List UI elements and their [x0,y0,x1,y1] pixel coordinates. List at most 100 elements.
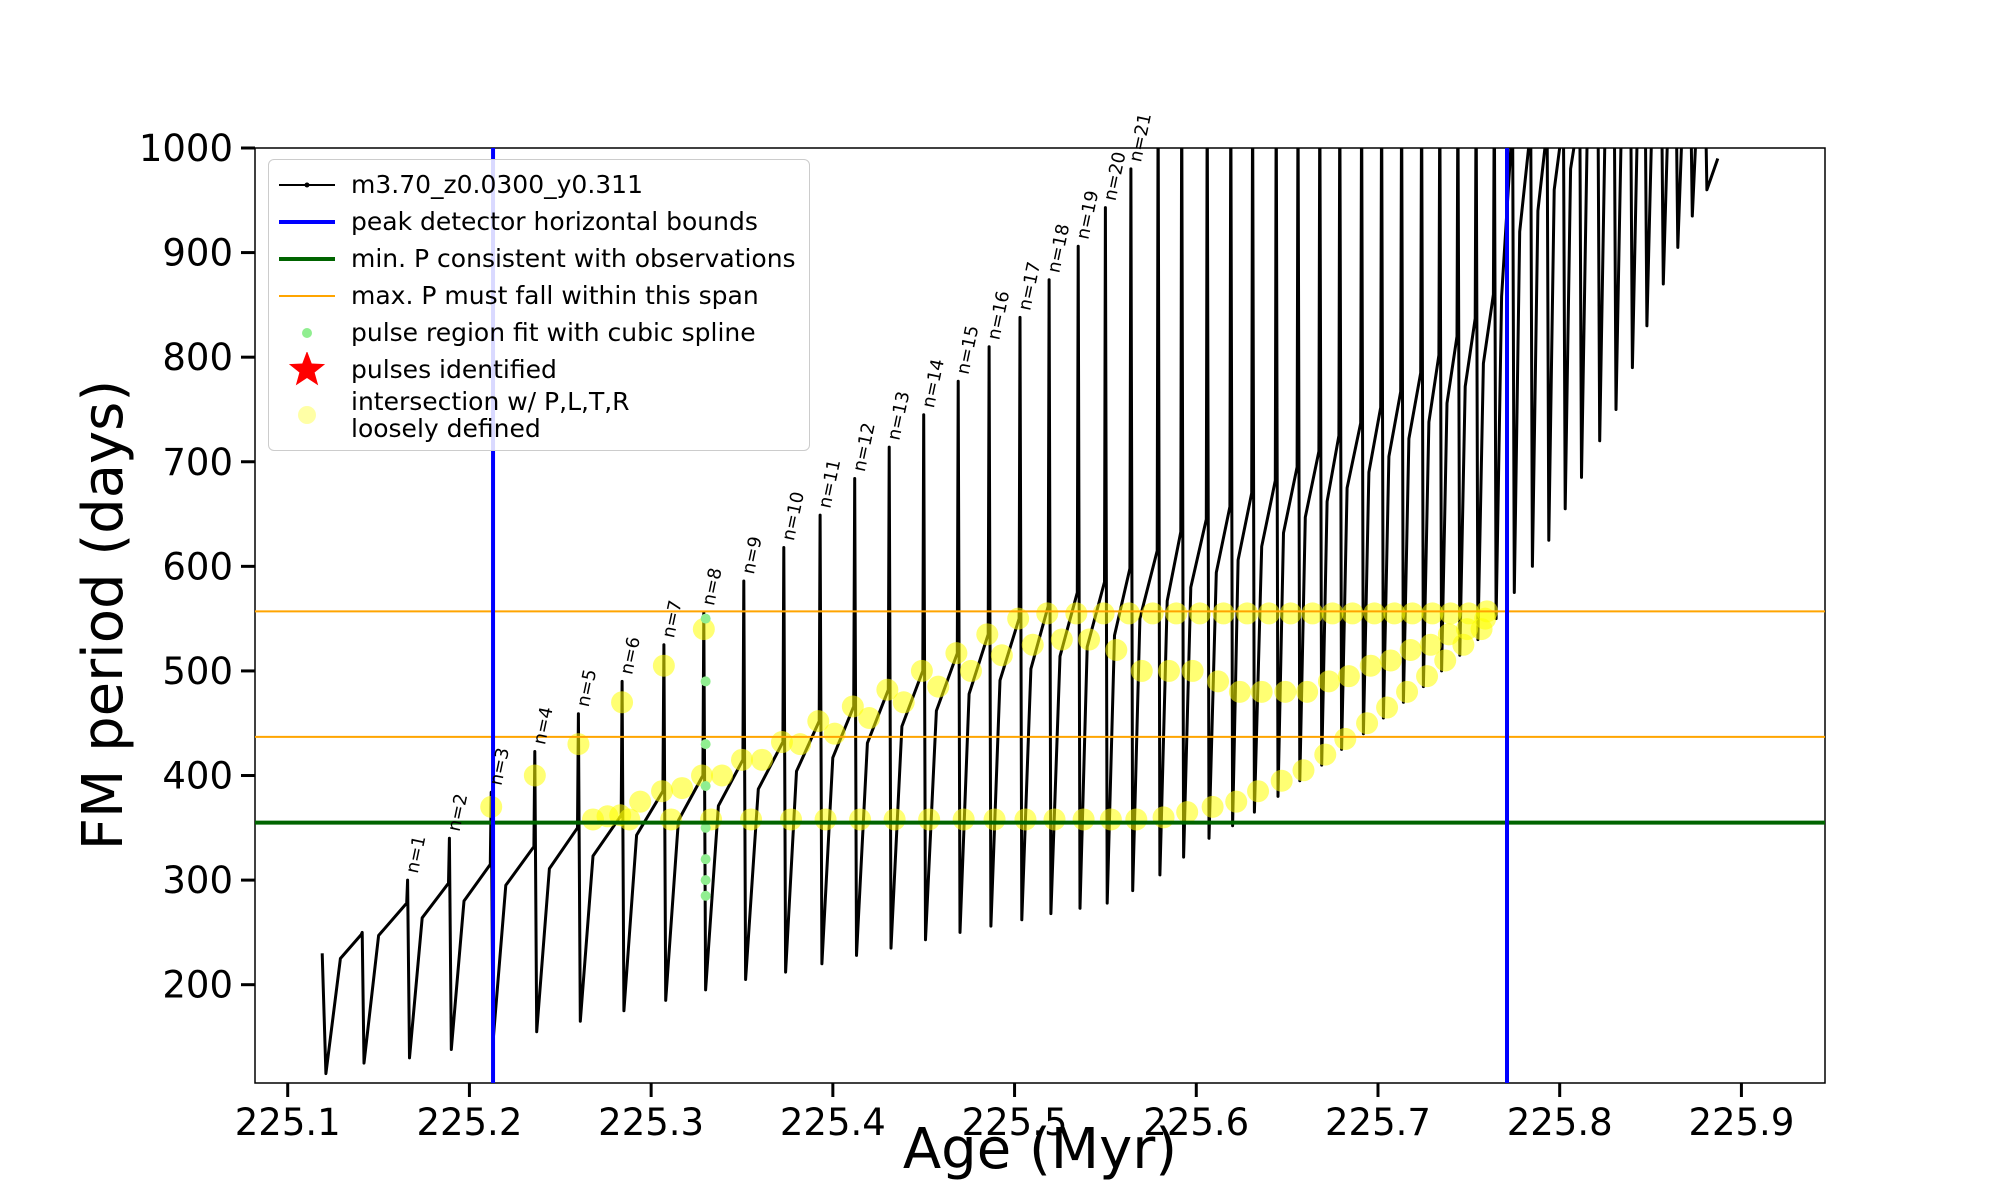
legend-marker [279,256,335,261]
intersection-point [1399,639,1422,662]
intersection-point [1007,607,1030,630]
intersection-point [1383,602,1406,625]
intersection-point [876,678,899,701]
legend-label: min. P consistent with observations [351,244,796,273]
y-tick-label: 300 [162,859,233,902]
legend-marker [288,351,326,385]
intersection-point [1236,602,1259,625]
intersection-point [1396,680,1419,703]
pulse-label: n=1 [402,834,430,875]
legend-star [288,351,326,385]
intersection-point [1363,602,1386,625]
intersection-point [692,618,715,641]
intersection-point [1050,628,1073,651]
pulse-label: n=4 [529,705,557,746]
y-axis-label: FM period (days) [71,380,136,850]
intersection-point [952,808,975,831]
intersection-point [1317,670,1340,693]
x-tick-label: 225.8 [1507,1101,1613,1144]
spline-point [700,613,711,624]
intersection-point [959,659,982,682]
legend-entry: pulse region fit with cubic spline [269,314,809,351]
intersection-point [1065,602,1088,625]
legend-entry: intersection w/ P,L,T,R loosely defined [269,388,809,442]
intersection-point [1176,801,1199,824]
intersection-point [1078,628,1101,651]
legend: m3.70_z0.0300_y0.311 peak detector horizo… [268,159,810,451]
intersection-point [740,808,763,831]
pulse-label: n=8 [698,566,726,607]
intersection-point [945,642,968,665]
intersection-point [711,764,734,787]
x-tick-label: 225.4 [780,1101,886,1144]
legend-dot [298,406,316,424]
intersection-point [1021,633,1044,656]
legend-label: pulse region fit with cubic spline [351,318,756,347]
intersection-point [1099,808,1122,831]
spline-point [700,890,711,901]
x-tick-label: 225.5 [962,1101,1068,1144]
pulse-label: n=6 [616,635,644,676]
legend-marker [279,294,335,297]
intersection-point [1337,665,1360,688]
legend-label: peak detector horizontal bounds [351,207,758,236]
y-tick-label: 900 [162,232,233,275]
intersection-point [918,808,941,831]
x-tick-label: 225.1 [235,1101,341,1144]
intersection-point [1257,602,1280,625]
intersection-point [523,764,546,787]
plot-area [255,148,1825,1083]
legend-dot [302,327,312,338]
intersection-point [651,780,674,803]
intersection-point [1125,808,1148,831]
pulse-label: n=19 [1073,189,1104,242]
x-tick-label: 225.6 [1143,1101,1249,1144]
intersection-point [807,710,830,733]
pulse-label: n=12 [849,421,880,474]
legend-marker [298,406,316,424]
intersection-point [1421,602,1444,625]
pulse-label: n=15 [953,324,984,377]
intersection-point [1207,670,1230,693]
intersection-point [1188,602,1211,625]
legend-marker [279,219,335,224]
x-axis-label: Age (Myr) [903,1117,1177,1182]
intersection-point [629,790,652,813]
legend-marker [302,327,312,338]
intersection-point [1401,602,1424,625]
y-tick-label: 700 [162,441,233,484]
intersection-point [652,654,675,677]
intersection-point [730,748,753,771]
legend-entry: min. P consistent with observations [269,240,809,277]
pulse-label: n=14 [918,357,949,410]
intersection-point [1092,602,1115,625]
intersection-point [841,695,864,718]
pulse-label: n=13 [884,389,915,442]
intersection-point [1270,769,1293,792]
intersection-point [1072,808,1095,831]
intersection-point [1036,602,1059,625]
intersection-point [691,764,714,787]
x-tick-label: 225.9 [1688,1101,1794,1144]
spline-point [700,780,711,791]
intersection-point [910,659,933,682]
legend-dot [304,182,310,187]
intersection-point [892,691,915,714]
pulse-label: n=7 [658,598,686,639]
y-tick-label: 500 [162,650,233,693]
intersection-point [1341,602,1364,625]
y-tick-label: 200 [162,964,233,1007]
y-tick-label: 800 [162,336,233,379]
intersection-point [1165,602,1188,625]
intersection-point [1434,649,1457,672]
intersection-point [618,808,641,831]
intersection-point [1141,602,1164,625]
spline-point [700,676,711,687]
intersection-point [1105,639,1128,662]
legend-label: intersection w/ P,L,T,R loosely defined [351,387,630,443]
pulse-label: n=17 [1014,260,1045,313]
intersection-point [1296,680,1319,703]
intersection-point [1225,790,1248,813]
legend-entry: max. P must fall within this span [269,277,809,314]
